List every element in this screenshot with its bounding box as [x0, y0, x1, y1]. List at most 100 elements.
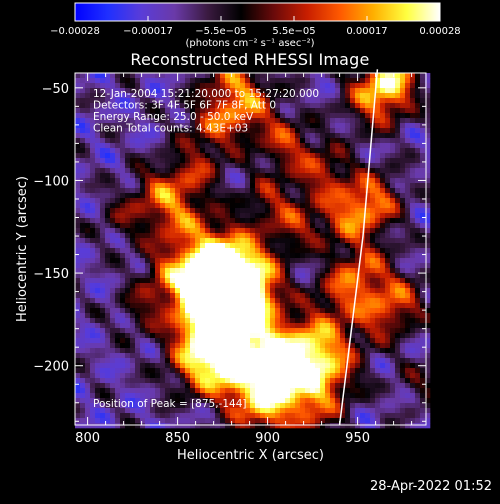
- heatmap-pixel: [360, 113, 365, 118]
- heatmap-pixel: [305, 193, 310, 198]
- heatmap-pixel: [115, 228, 120, 233]
- heatmap-pixel: [305, 403, 310, 408]
- heatmap-pixel: [195, 353, 200, 358]
- heatmap-pixel: [275, 238, 280, 243]
- heatmap-pixel: [375, 133, 380, 138]
- heatmap-pixel: [240, 288, 245, 293]
- heatmap-pixel: [360, 118, 365, 123]
- heatmap-pixel: [185, 193, 190, 198]
- heatmap-pixel: [195, 283, 200, 288]
- heatmap-pixel: [175, 373, 180, 378]
- heatmap-pixel: [315, 383, 320, 388]
- heatmap-pixel: [175, 228, 180, 233]
- heatmap-pixel: [120, 78, 125, 83]
- heatmap-pixel: [100, 173, 105, 178]
- heatmap-pixel: [330, 93, 335, 98]
- heatmap-pixel: [415, 403, 420, 408]
- heatmap-pixel: [335, 403, 340, 408]
- heatmap-pixel: [270, 248, 275, 253]
- heatmap-pixel: [165, 163, 170, 168]
- heatmap-pixel: [320, 383, 325, 388]
- heatmap-pixel: [385, 158, 390, 163]
- heatmap-pixel: [250, 348, 255, 353]
- heatmap-pixel: [395, 108, 400, 113]
- heatmap-pixel: [220, 193, 225, 198]
- heatmap-pixel: [110, 188, 115, 193]
- heatmap-pixel: [265, 253, 270, 258]
- heatmap-pixel: [330, 298, 335, 303]
- heatmap-pixel: [315, 208, 320, 213]
- heatmap-pixel: [205, 313, 210, 318]
- heatmap-pixel: [410, 243, 415, 248]
- heatmap-pixel: [385, 178, 390, 183]
- heatmap-pixel: [405, 398, 410, 403]
- heatmap-pixel: [215, 163, 220, 168]
- heatmap-pixel: [260, 203, 265, 208]
- heatmap-pixel: [400, 263, 405, 268]
- heatmap-pixel: [145, 218, 150, 223]
- heatmap-pixel: [100, 338, 105, 343]
- heatmap-pixel: [410, 158, 415, 163]
- heatmap-pixel: [405, 318, 410, 323]
- heatmap-pixel: [140, 388, 145, 393]
- heatmap-pixel: [405, 273, 410, 278]
- heatmap-pixel: [175, 188, 180, 193]
- heatmap-pixel: [290, 248, 295, 253]
- heatmap-pixel: [150, 248, 155, 253]
- heatmap-pixel: [270, 208, 275, 213]
- heatmap-pixel: [300, 348, 305, 353]
- heatmap-pixel: [255, 208, 260, 213]
- heatmap-pixel: [405, 293, 410, 298]
- heatmap-pixel: [305, 103, 310, 108]
- heatmap-pixel: [190, 343, 195, 348]
- heatmap-pixel: [190, 73, 195, 78]
- heatmap-pixel: [170, 293, 175, 298]
- heatmap-pixel: [315, 108, 320, 113]
- heatmap-pixel: [415, 208, 420, 213]
- heatmap-pixel: [270, 228, 275, 233]
- heatmap-pixel: [190, 283, 195, 288]
- heatmap-pixel: [420, 103, 425, 108]
- heatmap-pixel: [350, 243, 355, 248]
- heatmap-pixel: [95, 168, 100, 173]
- heatmap-pixel: [365, 238, 370, 243]
- heatmap-pixel: [80, 243, 85, 248]
- heatmap-pixel: [300, 328, 305, 333]
- heatmap-pixel: [205, 288, 210, 293]
- heatmap-pixel: [240, 378, 245, 383]
- heatmap-pixel: [195, 143, 200, 148]
- heatmap-pixel: [280, 113, 285, 118]
- heatmap-pixel: [230, 423, 235, 428]
- heatmap-pixel: [145, 248, 150, 253]
- heatmap-pixel: [220, 388, 225, 393]
- heatmap-pixel: [290, 118, 295, 123]
- heatmap-pixel: [260, 338, 265, 343]
- heatmap-pixel: [275, 308, 280, 313]
- heatmap-pixel: [180, 323, 185, 328]
- heatmap-pixel: [325, 353, 330, 358]
- heatmap-pixel: [190, 278, 195, 283]
- heatmap-pixel: [255, 288, 260, 293]
- heatmap-pixel: [310, 348, 315, 353]
- heatmap-pixel: [100, 363, 105, 368]
- heatmap-pixel: [220, 263, 225, 268]
- heatmap-pixel: [295, 103, 300, 108]
- heatmap-pixel: [235, 193, 240, 198]
- heatmap-pixel: [150, 348, 155, 353]
- heatmap-pixel: [180, 263, 185, 268]
- heatmap-pixel: [100, 343, 105, 348]
- heatmap-pixel: [385, 123, 390, 128]
- heatmap-pixel: [80, 338, 85, 343]
- heatmap-pixel: [310, 103, 315, 108]
- heatmap-pixel: [75, 228, 80, 233]
- heatmap-pixel: [135, 163, 140, 168]
- heatmap-pixel: [255, 118, 260, 123]
- heatmap-pixel: [350, 118, 355, 123]
- heatmap-pixel: [295, 213, 300, 218]
- heatmap-pixel: [150, 223, 155, 228]
- heatmap-pixel: [395, 298, 400, 303]
- heatmap-pixel: [210, 278, 215, 283]
- heatmap-pixel: [215, 388, 220, 393]
- heatmap-pixel: [300, 178, 305, 183]
- heatmap-pixel: [320, 373, 325, 378]
